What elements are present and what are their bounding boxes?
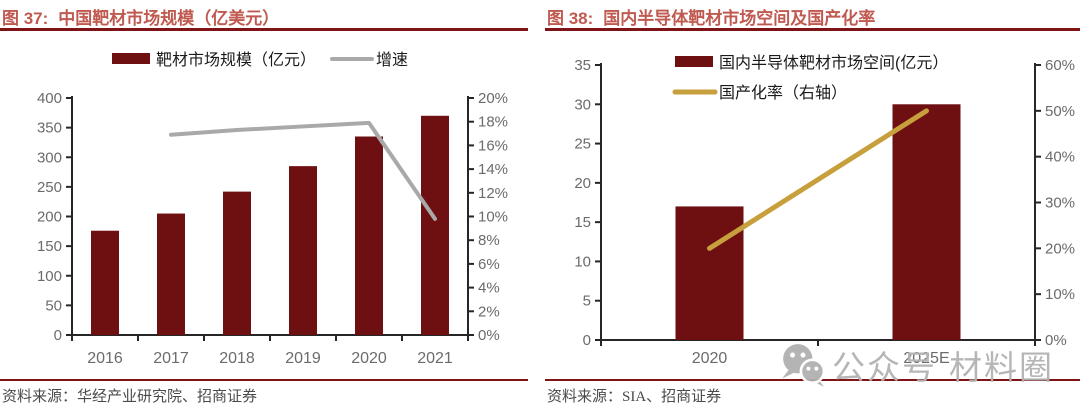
figure-37-source-note: 资料来源：华经产业研究院、招商证券	[2, 389, 258, 405]
x-axis-label: 2021	[417, 350, 453, 366]
right-axis-label: 2%	[478, 303, 500, 320]
left-axis-label: 0	[583, 332, 591, 349]
figure-38-title-divider	[545, 28, 1080, 31]
figure-37-title-divider	[0, 28, 528, 31]
x-axis-label: 2018	[219, 350, 255, 366]
figure-38-source-note: 资料来源：SIA、招商证券	[547, 389, 722, 405]
watermark-text-2: 材料圈	[949, 349, 1054, 386]
x-axis-label: 2020	[692, 350, 728, 366]
right-axis-label: 0%	[478, 327, 500, 344]
bar-2019	[289, 166, 317, 335]
x-axis-label: 2019	[285, 350, 321, 366]
line-series	[707, 108, 929, 251]
watermark-text-1: 公众号	[832, 349, 937, 386]
right-axis-label: 0%	[1045, 332, 1067, 349]
left-axis-label: 250	[37, 179, 62, 196]
right-axis-label: 14%	[478, 161, 508, 178]
x-axis-label: 2016	[87, 350, 123, 366]
legend-bar-swatch	[112, 53, 150, 64]
right-axis-label: 4%	[478, 280, 500, 297]
left-axis-label: 400	[37, 90, 62, 107]
right-axis-label: 20%	[1045, 240, 1075, 257]
right-axis-label: 12%	[478, 185, 508, 202]
figure-37-title-text: 中国靶材市场规模（亿美元）	[58, 9, 280, 28]
right-axis-label: 60%	[1045, 57, 1075, 74]
x-axis-label: 2020	[351, 350, 387, 366]
figure-38-title: 图 38: 国内半导体靶材市场空间及国产化率	[547, 4, 875, 29]
chart-37-canvas: 0 50 100 150 200 250 300 350 400 0% 2% 4% 6% 8% 10% 12%…	[37, 51, 508, 366]
bar-2021	[421, 115, 449, 336]
watermark: 公众号 材料圈	[779, 340, 1054, 390]
legend-label: 增速	[376, 51, 408, 69]
left-axis-label: 0	[54, 327, 62, 344]
left-axis-label: 350	[37, 120, 62, 137]
legend-label: 国内半导体靶材市场空间(亿元）	[719, 54, 948, 72]
left-axis-label: 100	[37, 268, 62, 285]
figure-38-title-text: 国内半导体靶材市场空间及国产化率	[603, 9, 876, 28]
right-axis-label: 10%	[1045, 286, 1075, 303]
figure-37-number: 图 37:	[2, 9, 49, 28]
line-series	[169, 120, 437, 221]
right-axis-label: 10%	[478, 209, 508, 226]
left-axis-label: 150	[37, 238, 62, 255]
bar-2020	[355, 136, 383, 335]
left-axis-label: 50	[45, 297, 62, 314]
legend-label: 靶材市场规模（亿元）	[156, 51, 316, 69]
left-axis-label: 5	[583, 293, 591, 310]
legend-label: 国产化率（右轴）	[719, 84, 847, 102]
left-axis-label: 25	[574, 136, 591, 153]
bar-2025E	[892, 104, 961, 341]
legend-bar-swatch	[675, 56, 713, 67]
x-axis-label: 2017	[153, 350, 189, 366]
left-axis-label: 10	[574, 253, 591, 270]
x-axis-label: 2025E	[903, 350, 949, 366]
chart-38-canvas: 0 5 10 15 20 25 30 35 0% 10% 20% 30% 40% 50% 60% 2020 20…	[574, 54, 1075, 366]
bar-2017	[157, 213, 185, 335]
figure-37-source-divider	[0, 379, 528, 381]
right-axis-label: 6%	[478, 256, 500, 273]
right-axis-label: 30%	[1045, 195, 1075, 212]
right-axis-label: 18%	[478, 114, 508, 131]
left-axis-label: 35	[574, 57, 591, 74]
left-axis-label: 20	[574, 175, 591, 192]
left-axis-label: 15	[574, 214, 591, 231]
right-axis-label: 40%	[1045, 149, 1075, 166]
figure-37-title: 图 37: 中国靶材市场规模（亿美元）	[2, 4, 279, 29]
right-axis-label: 50%	[1045, 103, 1075, 120]
right-axis-label: 20%	[478, 90, 508, 107]
bar-2020	[675, 206, 744, 340]
left-axis-label: 30	[574, 96, 591, 113]
figure-38: 图 38: 国内半导体靶材市场空间及国产化率 0 5 10 15 20 25 30 35 0% 10…	[545, 0, 1080, 409]
figure-37: 图 37: 中国靶材市场规模（亿美元） 0 50 100 150 200 250 300 350…	[0, 4, 528, 405]
figure-38-number: 图 38:	[547, 9, 594, 28]
bar-2018	[223, 191, 251, 335]
bar-2016	[91, 230, 119, 335]
wechat-icon	[782, 344, 826, 387]
right-axis-label: 16%	[478, 137, 508, 154]
right-axis-label: 8%	[478, 232, 500, 249]
left-axis-label: 200	[37, 209, 62, 226]
left-axis-label: 300	[37, 149, 62, 166]
